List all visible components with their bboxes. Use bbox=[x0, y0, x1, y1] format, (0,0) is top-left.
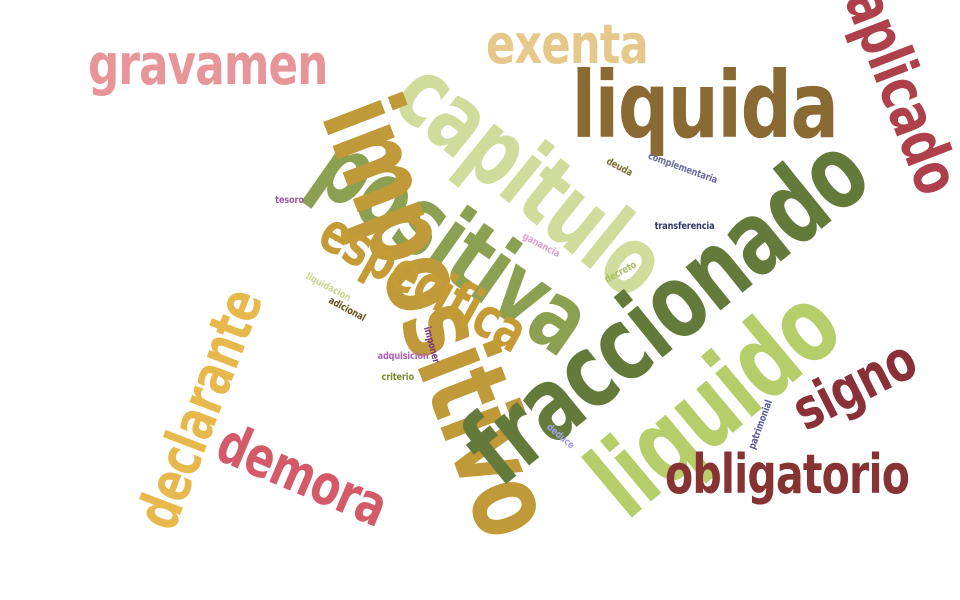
word-criterio: criterio bbox=[381, 372, 415, 383]
word-liquida: liquida bbox=[571, 52, 839, 159]
word-obligatorio: obligatorio bbox=[665, 443, 910, 506]
word-declarante: declarante bbox=[122, 279, 277, 539]
word-demora: demora bbox=[207, 410, 397, 541]
word-adquisicion: adquisicion bbox=[377, 351, 429, 362]
word-transferencia: transferencia bbox=[654, 221, 715, 232]
word-gravamen: gravamen bbox=[88, 33, 328, 98]
word-exenta: exenta bbox=[486, 13, 649, 76]
word-tesoro: tesoro bbox=[275, 195, 304, 206]
